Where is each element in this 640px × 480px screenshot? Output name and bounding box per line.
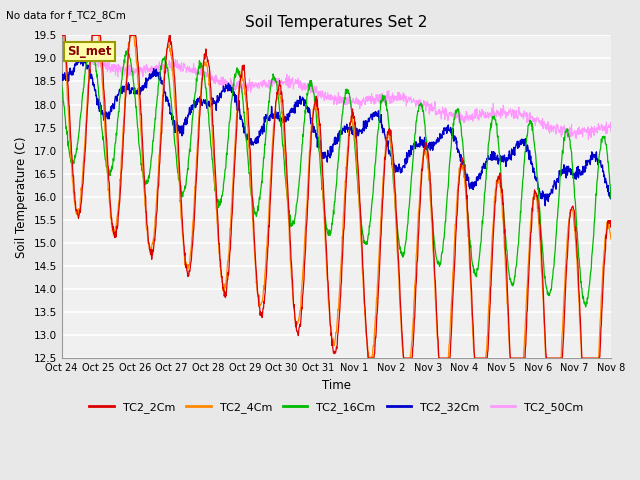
Legend: TC2_2Cm, TC2_4Cm, TC2_16Cm, TC2_32Cm, TC2_50Cm: TC2_2Cm, TC2_4Cm, TC2_16Cm, TC2_32Cm, TC… — [85, 397, 588, 417]
X-axis label: Time: Time — [322, 379, 351, 392]
Y-axis label: Soil Temperature (C): Soil Temperature (C) — [15, 136, 28, 258]
Text: No data for f_TC2_8Cm: No data for f_TC2_8Cm — [6, 10, 126, 21]
Title: Soil Temperatures Set 2: Soil Temperatures Set 2 — [245, 15, 428, 30]
Text: SI_met: SI_met — [67, 45, 111, 58]
